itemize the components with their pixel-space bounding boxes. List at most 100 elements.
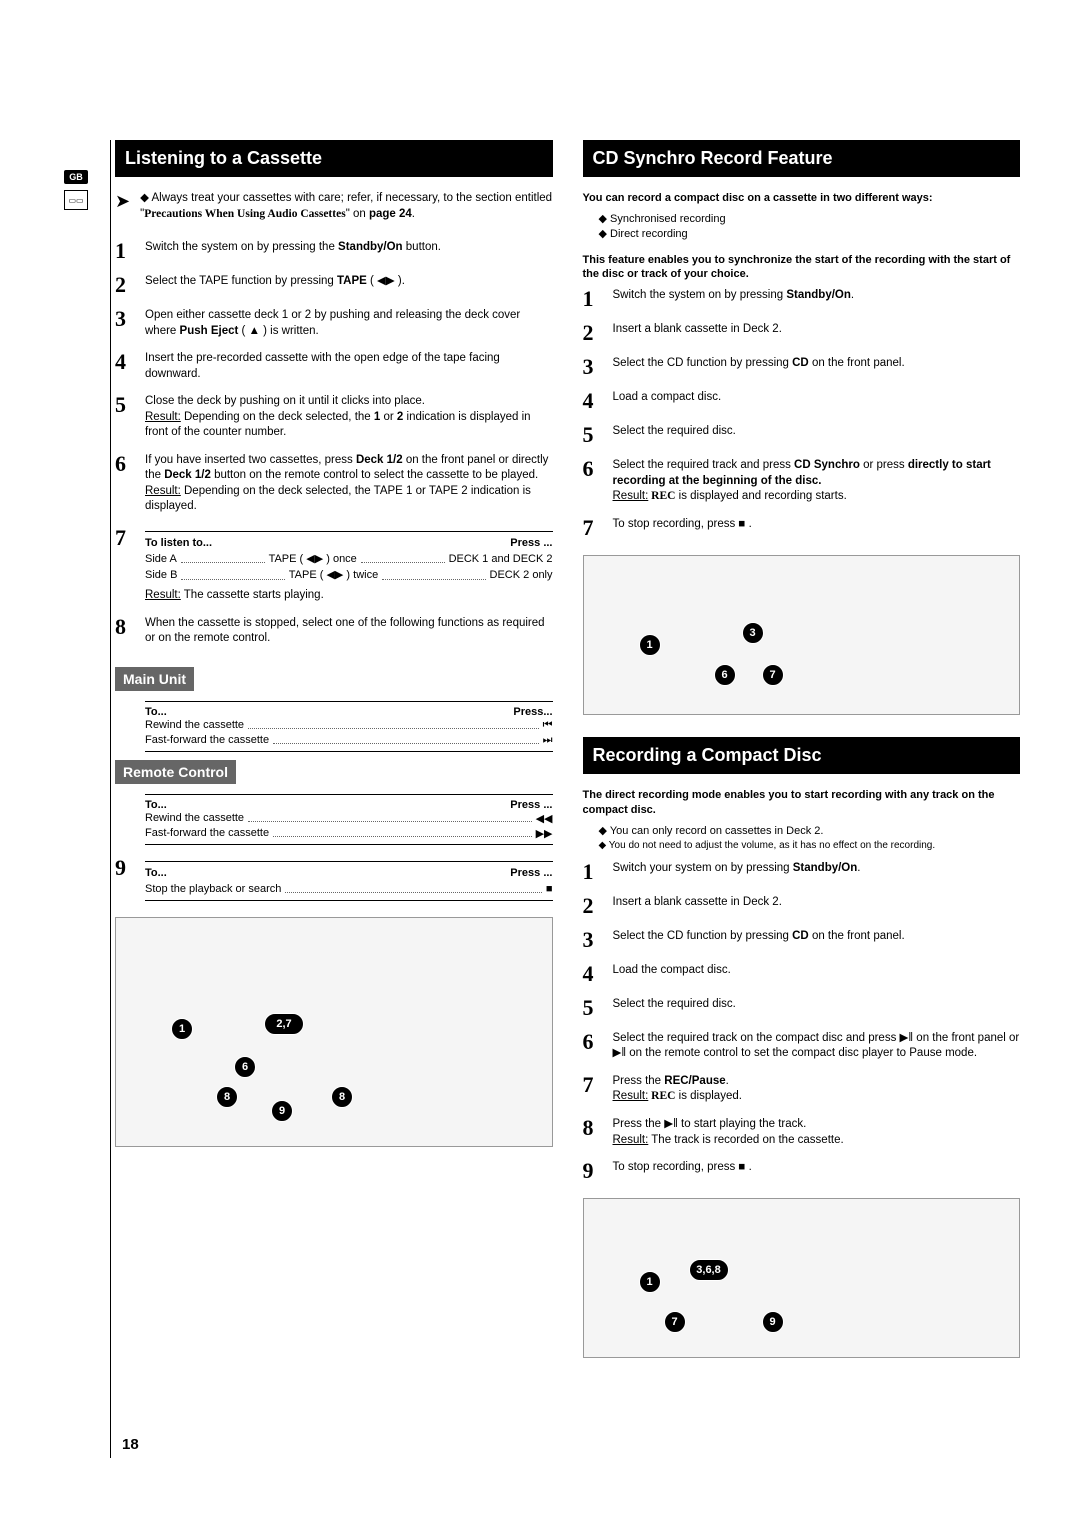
pointer-icon: ➤ xyxy=(115,189,130,222)
diagram-callout: 7 xyxy=(664,1311,686,1333)
step-text: Press the xyxy=(613,1075,665,1087)
step-num: 2 xyxy=(115,274,131,296)
diamond-icon xyxy=(140,192,151,204)
step-after: ( ◀▶ ). xyxy=(367,275,405,287)
step-num: 5 xyxy=(583,424,599,446)
result-label: Result: xyxy=(613,1134,649,1146)
step-text: Select the CD function by pressing xyxy=(613,930,793,942)
table-row: Side BTAPE ( ◀▶ ) twiceDECK 2 only xyxy=(145,567,553,584)
step-text: Load a compact disc. xyxy=(613,390,1021,412)
page-divider xyxy=(110,140,111,1458)
step-mid: or press xyxy=(860,459,908,471)
result-label: Result: xyxy=(613,1090,649,1102)
step-text: Load the compact disc. xyxy=(613,963,1021,985)
step-text: Insert a blank cassette in Deck 2. xyxy=(613,322,1021,344)
result-text: The cassette starts playing. xyxy=(181,589,324,601)
step-after: . xyxy=(857,862,860,874)
step-num: 3 xyxy=(583,929,599,951)
step-bold: Standby/On xyxy=(338,241,403,253)
intro-ref: Precautions When Using Audio Cassettes xyxy=(144,208,346,220)
th-left: To... xyxy=(145,866,167,881)
step-text: Switch the system on by pressing the xyxy=(145,241,338,253)
step-num: 6 xyxy=(583,1031,599,1062)
step-after: button on the remote control to select t… xyxy=(211,469,538,481)
step-num: 2 xyxy=(583,895,599,917)
diagram-callout: 9 xyxy=(762,1311,784,1333)
table-row: Fast-forward the cassette⏭ xyxy=(145,733,553,752)
step-text: When the cassette is stopped, select one… xyxy=(145,616,553,647)
diagram-callout: 1 xyxy=(639,634,661,656)
language-badge: GB xyxy=(64,170,88,184)
step-num: 3 xyxy=(115,308,131,339)
step-text: Close the deck by pushing on it until it… xyxy=(145,395,425,407)
result-label: Result: xyxy=(613,490,649,502)
cassette-icon: ▭▭ xyxy=(64,190,88,210)
step-bold: CD xyxy=(792,357,809,369)
step-after: . xyxy=(851,289,854,301)
diagram-callout: 8 xyxy=(216,1086,238,1108)
intro-page: page 24 xyxy=(369,208,412,220)
result-text: The track is recorded on the cassette. xyxy=(648,1134,843,1146)
step-text: Select the CD function by pressing xyxy=(613,357,793,369)
bullet: You do not need to adjust the volume, as… xyxy=(599,839,1021,853)
step-num: 4 xyxy=(115,351,131,382)
device-diagram-synchro: 1367 xyxy=(583,555,1021,715)
table-row: Stop the playback or search■ xyxy=(145,881,553,902)
section-title-cassette: Listening to a Cassette xyxy=(115,140,553,177)
step-num: 6 xyxy=(115,453,131,515)
step-text: Select the required track and press xyxy=(613,459,795,471)
diagram-callout: 8 xyxy=(331,1086,353,1108)
diagram-callout: 3 xyxy=(742,622,764,644)
diagram-callout: 9 xyxy=(271,1100,293,1122)
step-text: Switch the system on by pressing xyxy=(613,289,787,301)
step-text: Select the required disc. xyxy=(613,997,1021,1019)
step-text: Select the TAPE function by pressing xyxy=(145,275,337,287)
result-bold: REC xyxy=(648,490,675,502)
diagram-callout: 7 xyxy=(762,664,784,686)
result-label: Result: xyxy=(145,485,181,497)
intro-note: ➤ Always treat your cassettes with care;… xyxy=(115,191,553,222)
step-bold: REC/Pause xyxy=(664,1075,725,1087)
step-num: 9 xyxy=(115,857,131,902)
step-num: 5 xyxy=(115,394,131,441)
step-bold: CD Synchro xyxy=(794,459,860,471)
result-mid: or xyxy=(380,411,397,423)
step-text: If you have inserted two cassettes, pres… xyxy=(145,454,356,466)
step-num: 7 xyxy=(583,1074,599,1105)
table-row: Rewind the cassette◀◀ xyxy=(145,811,553,826)
subsection-main-unit: Main Unit xyxy=(115,667,194,691)
th-right: Press... xyxy=(513,706,552,718)
device-diagram-cassette: 12,76898 xyxy=(115,917,553,1147)
step-num: 1 xyxy=(583,861,599,883)
bullet: Synchronised recording xyxy=(599,212,1021,227)
step-num: 7 xyxy=(583,517,599,539)
step-bold: Standby/On xyxy=(786,289,851,301)
subsection-remote: Remote Control xyxy=(115,760,236,784)
step-text: To stop recording, press ■ . xyxy=(613,517,1021,539)
step-text: Select the required track on the compact… xyxy=(613,1031,1021,1062)
right-column: CD Synchro Record Feature You can record… xyxy=(583,140,1021,1358)
step-bold: Deck 1/2 xyxy=(356,454,403,466)
step-after: . xyxy=(726,1075,729,1087)
diagram-callout: 2,7 xyxy=(264,1013,304,1035)
th-left: To... xyxy=(145,706,167,718)
diagram-callout: 3,6,8 xyxy=(689,1259,729,1281)
diagram-callout: 1 xyxy=(171,1018,193,1040)
step-num: 8 xyxy=(115,616,131,647)
step-num: 9 xyxy=(583,1160,599,1182)
step-bold: TAPE xyxy=(337,275,367,287)
bullet: You can only record on cassettes in Deck… xyxy=(599,824,1021,839)
step-num: 4 xyxy=(583,963,599,985)
step-text: Insert a blank cassette in Deck 2. xyxy=(613,895,1021,917)
result-after: is displayed. xyxy=(675,1090,741,1102)
step-bold: Standby/On xyxy=(793,862,858,874)
step-num: 6 xyxy=(583,458,599,505)
result-text: Depending on the deck selected, the TAPE… xyxy=(145,485,531,513)
left-column: Listening to a Cassette ➤ Always treat y… xyxy=(115,140,553,1358)
step-text: Press the ▶‖ to start playing the track. xyxy=(613,1118,807,1130)
section-title-recording: Recording a Compact Disc xyxy=(583,737,1021,774)
th-left: To listen to... xyxy=(145,536,212,551)
result-bold: REC xyxy=(648,1090,675,1102)
step-bold: Deck 1/2 xyxy=(164,469,211,481)
device-diagram-recording: 13,6,879 xyxy=(583,1198,1021,1358)
